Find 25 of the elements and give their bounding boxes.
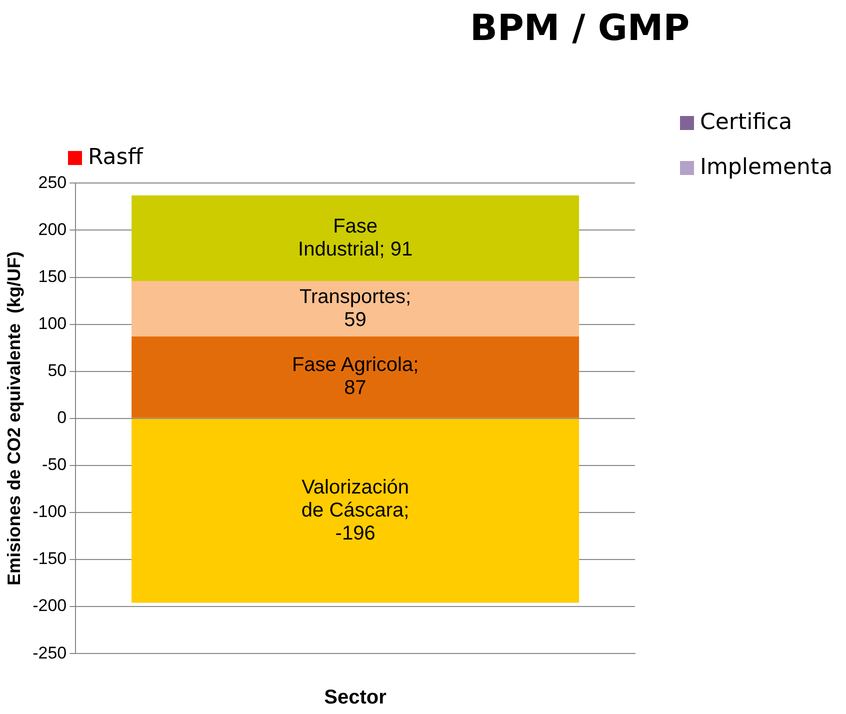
text: Implementa	[700, 155, 833, 180]
y-tick-label: -150	[32, 549, 67, 568]
y-tick-label: -100	[32, 502, 67, 522]
bar	[132, 418, 580, 603]
text: BPM / GMP	[470, 8, 690, 49]
y-tick-label: 200	[38, 220, 67, 239]
data-label: Fase Industrial; 91	[298, 215, 413, 260]
y-tick-label: 150	[38, 266, 67, 286]
y-tick-label: 50	[48, 361, 67, 380]
bar	[132, 195, 580, 282]
text: Certifica	[700, 110, 792, 135]
data-label: Transportes; 59	[300, 286, 412, 331]
bar	[132, 336, 580, 418]
data-label: Fase Agricola; 87	[292, 354, 419, 400]
bar	[132, 281, 580, 337]
x-axis-title: Sector	[324, 686, 387, 709]
y-tick-label: -200	[32, 596, 67, 616]
y-tick-label: 0	[57, 408, 67, 428]
data-label: Valorización de Cáscara; -196	[301, 476, 410, 544]
text: Rasff	[88, 145, 143, 170]
y-tick-label: -50	[42, 455, 67, 474]
y-tick-label: 100	[38, 314, 67, 334]
y-tick-label: 250	[38, 172, 67, 192]
y-axis-title: Emisiones de CO2 equivalente (kg/UF)	[4, 251, 24, 586]
y-tick-label: -250	[32, 643, 67, 662]
